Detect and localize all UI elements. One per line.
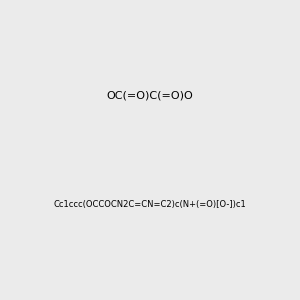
Text: OC(=O)C(=O)O: OC(=O)C(=O)O — [106, 91, 194, 101]
Text: Cc1ccc(OCCOCN2C=CN=C2)c(N+(=O)[O-])c1: Cc1ccc(OCCOCN2C=CN=C2)c(N+(=O)[O-])c1 — [54, 200, 246, 208]
